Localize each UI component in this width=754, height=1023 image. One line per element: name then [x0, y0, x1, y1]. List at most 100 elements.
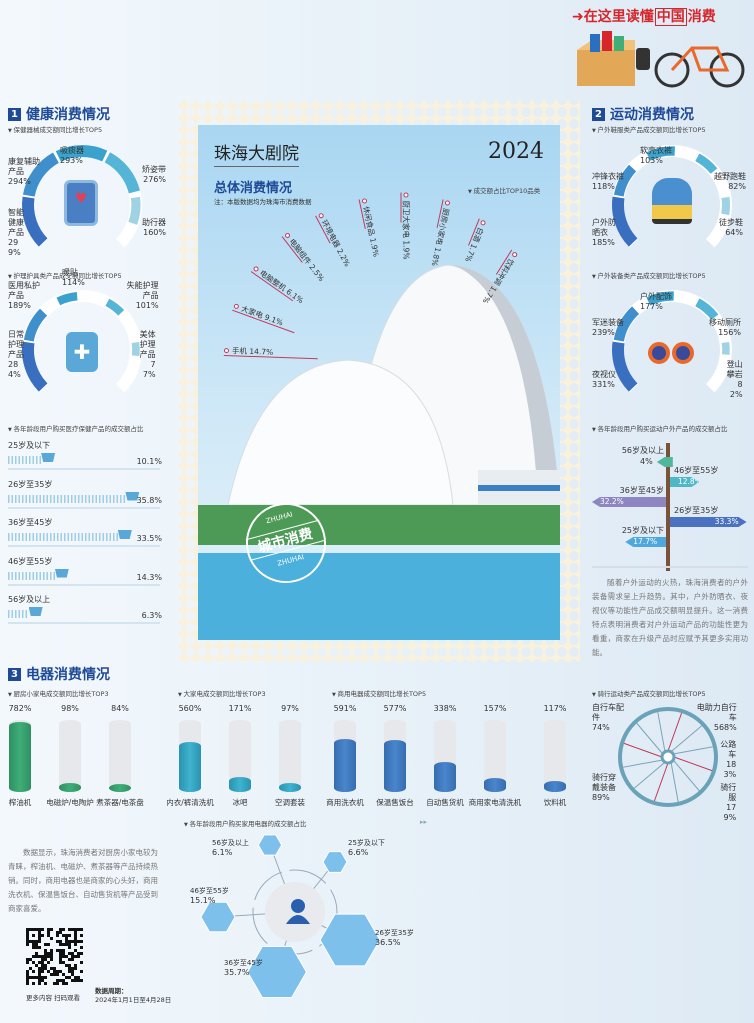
qr-module [38, 961, 41, 964]
bar-track [229, 720, 251, 792]
qr-module [38, 946, 41, 949]
qr-module [80, 940, 83, 943]
section-appliance-header: 3 电器消费情况 [8, 664, 110, 684]
wheel-label: 骑行服 179% [715, 783, 736, 823]
data-note: 注：本版数据均为珠海市消费数据 [214, 198, 312, 206]
bar-value: 560% [178, 704, 202, 713]
age-bar [8, 610, 29, 618]
gauge-label: 登山攀岩 82% [725, 360, 743, 400]
qr-module [50, 958, 53, 961]
bar-fill [279, 783, 301, 792]
chart-subtitle: 商用电器成交额同比增长TOP5 [332, 688, 426, 698]
gauge-arcs [612, 145, 732, 248]
gauge-category: 智能健康产品 [8, 208, 24, 237]
gauge-segment [613, 164, 637, 197]
gauge-category: 徒步鞋 [719, 218, 743, 227]
qr-module [26, 943, 29, 946]
qr-module [44, 949, 47, 952]
qr-module [56, 970, 59, 973]
qr-module [32, 961, 35, 964]
gauge-category: 美体护理产品 [139, 330, 156, 359]
bar-value: 117% [543, 704, 567, 713]
qr-module [35, 964, 38, 967]
age-label: 56岁及以上 [8, 595, 51, 604]
wheel-category: 自行车配件 [592, 703, 624, 722]
gauge-label: 美体护理产品 77% [138, 330, 156, 380]
qr-module [71, 979, 74, 982]
gauge-value: 118% [592, 182, 615, 191]
qr-module [80, 979, 83, 982]
wheel-spoke [653, 762, 669, 802]
hex-value: 35.7% [224, 968, 250, 977]
hex-mark [200, 901, 236, 933]
qr-module [68, 928, 71, 931]
age-bar [656, 457, 673, 467]
gauge-category: 越野跑鞋 [714, 172, 746, 181]
bar-value: 98% [61, 704, 79, 713]
qr-module [32, 943, 35, 946]
gauge-value: 114% [62, 278, 85, 287]
gauge-category: 医用私护产品 [8, 281, 40, 300]
qr-module [80, 934, 83, 937]
qr-module [44, 976, 47, 979]
bar-track [484, 720, 506, 792]
hex-value: 15.1% [190, 896, 216, 905]
qr-module [32, 934, 35, 937]
qr-module [59, 979, 62, 982]
hex-category: 25岁及以下 [348, 839, 385, 847]
qr-module [74, 940, 77, 943]
bar-category: 煮茶器/电茶盘 [96, 798, 144, 807]
qr-module [59, 958, 62, 961]
qr-module [41, 955, 44, 958]
category-value: 1.8 [431, 246, 443, 260]
qr-module [56, 979, 59, 982]
gauge-value: 239% [592, 328, 615, 337]
qr-module [62, 955, 65, 958]
gauge-label: 夜视仪 331% [592, 370, 620, 390]
qr-module [35, 943, 38, 946]
age-label: 46岁至55岁 [674, 466, 719, 475]
hex-mark [322, 851, 348, 873]
bar-value: 171% [228, 704, 252, 713]
qr-module [50, 952, 53, 955]
qr-module [26, 931, 29, 934]
qr-module [38, 955, 41, 958]
qr-module [62, 928, 65, 931]
section-sports-header: 2 运动消费情况 [592, 104, 694, 124]
qr-module [65, 982, 68, 985]
qr-module [26, 961, 29, 964]
gauge-category: 日常护理产品 [8, 330, 24, 359]
qr-module [35, 940, 38, 943]
hex-drawing [200, 834, 381, 998]
qr-module [32, 928, 35, 931]
chart-subtitle: 各年龄段用户购买家用电器的成交额占比 [184, 818, 306, 828]
wheel-spoke [657, 712, 666, 752]
section-health-header: 1 健康消费情况 [8, 104, 110, 124]
wheel-spoke [672, 759, 700, 792]
age-value: 35.8% [136, 495, 162, 505]
qr-module [53, 982, 56, 985]
qr-module [41, 964, 44, 967]
gauge-label: 康复辅助产品 294% [8, 157, 42, 187]
gauge-segment [23, 308, 48, 342]
gauge-label: 矫姿带 276% [138, 165, 166, 185]
wheel-value: 179% [723, 803, 737, 822]
baseline [8, 506, 160, 509]
sanitizer-bottle-icon: ✚ [66, 332, 98, 372]
qr-module [35, 976, 38, 979]
qr-module [32, 982, 35, 985]
qr-module [68, 976, 71, 979]
qr-module [80, 952, 83, 955]
qr-module [32, 970, 35, 973]
qr-module [59, 931, 62, 934]
qr-module [38, 976, 41, 979]
age-bar: 32.2% [591, 497, 666, 507]
top10-label: 手机 14.7% [223, 345, 318, 360]
chart-subtitle: 护理护具类产品成交额同比增长TOP5 [8, 270, 121, 280]
hex-mark [319, 913, 381, 967]
qr-module [68, 970, 71, 973]
bar-track [59, 720, 81, 792]
bar-category: 饮料机 [543, 798, 567, 807]
gauge-label: 日常护理产品 284% [8, 330, 26, 380]
wheel-value: 183% [723, 760, 737, 779]
